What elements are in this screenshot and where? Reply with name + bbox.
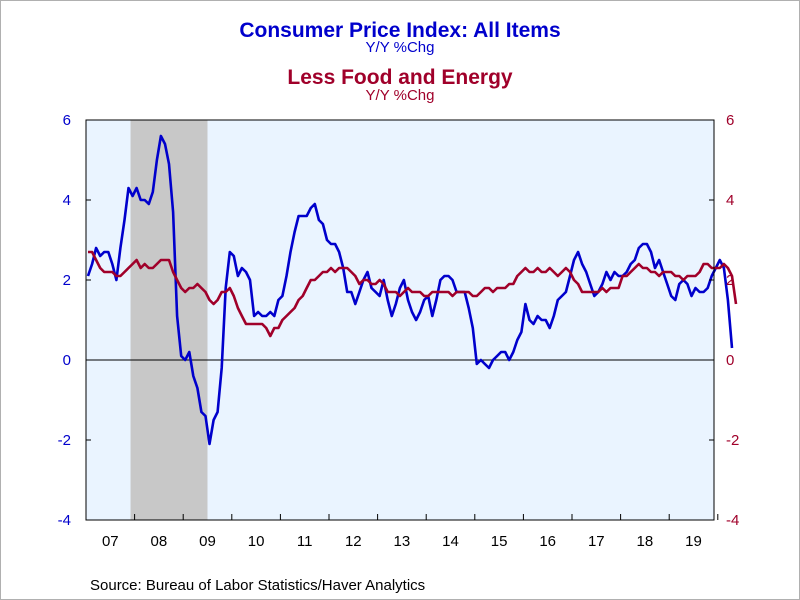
plot-border [85,119,715,521]
x-axis-tick-label: 12 [345,533,362,550]
cpi-series-line [86,134,734,446]
right-axis-tick-label: -4 [726,512,739,529]
x-axis-tick-label: 18 [637,533,654,550]
x-axis-tick-label: 19 [685,533,702,550]
right-axis-tick-label: 0 [726,352,734,369]
core-series-line [88,250,738,338]
left-axis-tick-label: 2 [63,272,71,289]
x-axis-tick-label: 07 [102,533,119,550]
right-axis-tick-label: 4 [726,192,734,209]
recession-band [130,120,208,520]
left-axis-tick-label: -2 [58,432,71,449]
chart-subtitle-1: Y/Y %Chg [365,39,435,56]
x-axis-tick-label: 16 [539,533,556,550]
x-axis-tick-label: 13 [394,533,411,550]
left-axis-tick-label: 0 [63,352,71,369]
right-axis-tick-label: 6 [726,112,734,129]
x-axis-tick-label: 09 [199,533,216,550]
left-axis-tick-label: 4 [63,192,71,209]
x-axis-tick-label: 08 [151,533,168,550]
x-axis-tick-label: 10 [248,533,265,550]
right-axis-tick-label: 2 [726,272,734,289]
x-axis-tick-label: 11 [297,533,313,550]
chart-title-1: Consumer Price Index: All Items [239,19,561,42]
chart-title-2: Less Food and Energy [287,66,513,89]
left-axis-tick-label: -4 [58,512,71,529]
right-axis-tick-label: -2 [726,432,739,449]
chart-subtitle-2: Y/Y %Chg [365,87,435,104]
x-axis-tick-label: 14 [442,533,459,550]
source-note: Source: Bureau of Labor Statistics/Haver… [90,577,426,594]
left-axis-tick-label: 6 [63,112,71,129]
x-axis-tick-label: 15 [491,533,508,550]
x-axis-tick-label: 17 [588,533,605,550]
